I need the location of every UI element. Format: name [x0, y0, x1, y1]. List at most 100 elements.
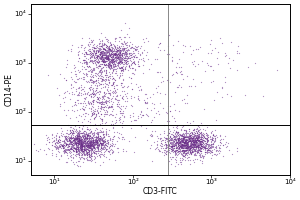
Point: [188, 147, 193, 150]
Point: [196, 132, 201, 136]
Point: [106, 54, 110, 57]
Point: [197, 152, 202, 155]
Point: [103, 86, 108, 89]
Point: [99, 112, 104, 116]
Point: [130, 52, 135, 56]
Point: [171, 116, 176, 119]
Point: [111, 89, 116, 92]
Point: [64, 147, 69, 150]
Point: [167, 137, 172, 140]
Point: [157, 144, 162, 147]
Point: [189, 140, 194, 143]
Point: [84, 133, 88, 136]
Point: [115, 60, 120, 63]
Point: [131, 59, 136, 62]
Point: [215, 135, 220, 138]
Point: [57, 141, 62, 144]
Point: [92, 151, 97, 154]
Point: [106, 97, 111, 100]
Point: [90, 136, 95, 139]
Point: [114, 139, 119, 143]
Point: [103, 57, 108, 60]
Point: [74, 136, 79, 140]
Point: [121, 57, 126, 60]
Point: [153, 58, 158, 61]
Point: [113, 118, 118, 121]
Point: [86, 45, 91, 48]
Point: [114, 49, 119, 52]
Point: [205, 139, 209, 142]
Point: [160, 139, 165, 142]
Point: [102, 41, 106, 44]
Point: [83, 72, 88, 75]
Point: [102, 62, 106, 65]
Point: [90, 55, 94, 58]
Point: [104, 45, 109, 48]
Point: [101, 58, 106, 61]
Point: [154, 90, 159, 93]
Point: [70, 130, 75, 133]
Point: [191, 143, 196, 146]
Point: [184, 148, 188, 151]
Point: [82, 73, 87, 76]
Point: [93, 49, 98, 52]
Point: [82, 139, 87, 143]
Point: [75, 141, 80, 144]
Point: [106, 146, 111, 149]
Point: [86, 149, 91, 152]
Point: [110, 109, 114, 112]
Point: [83, 147, 88, 150]
Point: [101, 141, 106, 144]
Point: [67, 135, 72, 138]
Point: [61, 139, 66, 142]
Point: [75, 134, 80, 137]
Point: [119, 58, 124, 62]
Point: [104, 56, 109, 60]
Point: [88, 141, 93, 144]
Point: [110, 152, 115, 155]
Point: [89, 136, 94, 139]
Point: [84, 132, 88, 135]
Point: [82, 141, 87, 145]
Point: [207, 137, 212, 140]
Point: [136, 97, 140, 100]
Point: [71, 63, 76, 66]
Point: [126, 139, 131, 142]
Point: [109, 83, 114, 86]
Point: [84, 137, 88, 140]
Point: [72, 142, 77, 145]
Point: [62, 138, 67, 142]
Point: [94, 130, 99, 133]
Point: [136, 60, 141, 63]
Point: [106, 150, 111, 153]
Point: [192, 134, 197, 137]
Point: [110, 103, 114, 106]
Point: [118, 75, 123, 78]
Point: [190, 138, 194, 141]
Point: [111, 59, 116, 62]
Point: [92, 53, 97, 56]
Point: [201, 138, 206, 141]
Point: [180, 136, 185, 140]
Point: [183, 141, 188, 144]
Point: [99, 74, 104, 77]
Point: [188, 143, 193, 147]
Point: [79, 146, 84, 149]
Point: [93, 143, 98, 146]
Point: [98, 89, 103, 92]
Point: [82, 136, 86, 139]
Point: [82, 112, 87, 115]
Point: [131, 55, 136, 59]
Point: [122, 67, 127, 70]
Point: [186, 152, 191, 156]
Point: [102, 135, 106, 138]
Point: [110, 54, 115, 57]
Point: [86, 141, 91, 144]
Point: [99, 136, 104, 139]
Point: [158, 70, 163, 73]
Point: [220, 87, 224, 90]
Point: [188, 147, 193, 150]
Point: [100, 78, 104, 81]
Point: [206, 146, 211, 149]
Point: [175, 146, 180, 149]
